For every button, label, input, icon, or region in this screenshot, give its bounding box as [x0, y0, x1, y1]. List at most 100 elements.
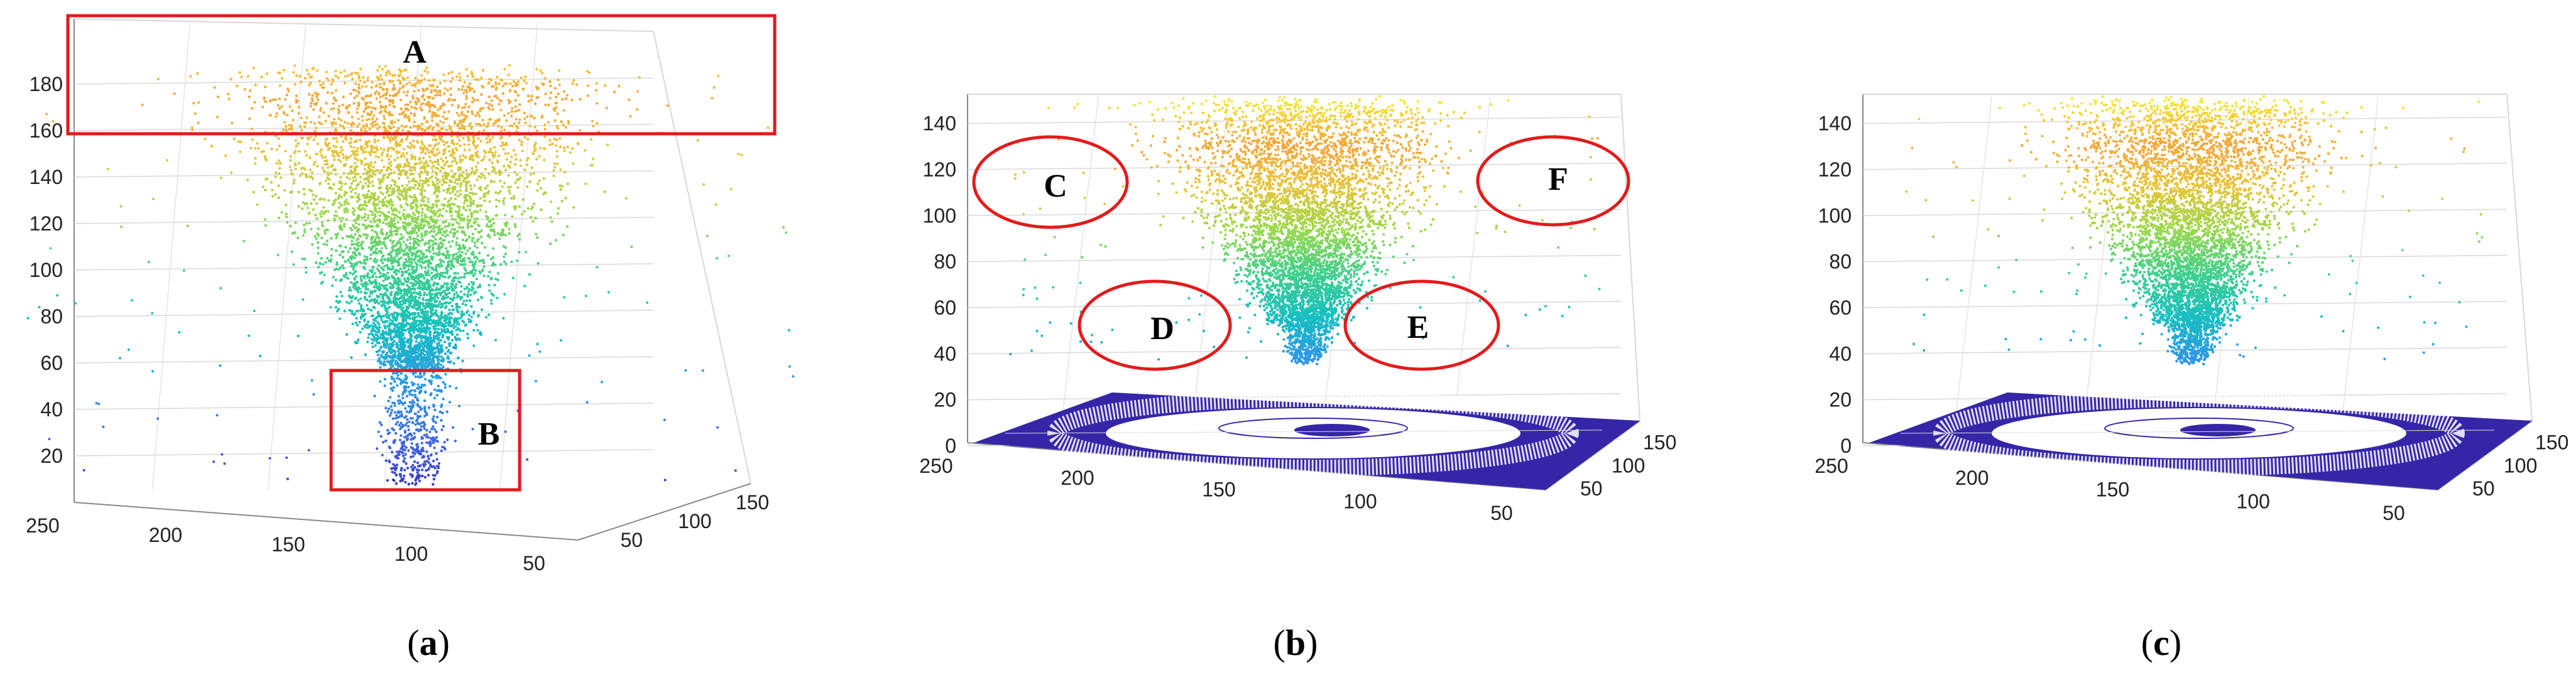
- scatter-point: [410, 144, 413, 147]
- scatter-point: [427, 457, 430, 460]
- scatter-point: [280, 105, 283, 108]
- scatter-point: [378, 100, 382, 104]
- scatter-point: [603, 84, 607, 87]
- scatter-point: [314, 235, 317, 238]
- scatter-point: [327, 173, 330, 176]
- scatter-point: [377, 430, 380, 433]
- scatter-point: [442, 121, 445, 124]
- scatter-point: [455, 387, 458, 390]
- scatter-point: [503, 214, 507, 217]
- scatter-point: [298, 174, 302, 177]
- scatter-point: [323, 170, 327, 173]
- scatter-point: [433, 446, 436, 450]
- scatter-point: [440, 157, 443, 160]
- scatter-point: [286, 87, 289, 90]
- scatter-point: [476, 239, 479, 243]
- scatter-point: [513, 208, 517, 211]
- scatter-point: [301, 207, 304, 210]
- scatter-point: [309, 121, 312, 124]
- scatter-point: [472, 200, 475, 203]
- z-grid-line: [74, 356, 654, 364]
- z-grid-line: [74, 310, 654, 317]
- z-grid-line: [74, 77, 654, 85]
- scatter-point: [629, 115, 632, 118]
- scatter-point: [403, 221, 407, 225]
- z-grid-line: [74, 449, 654, 457]
- scatter-point: [474, 78, 477, 81]
- scatter-point: [390, 411, 393, 414]
- scatter-point: [351, 240, 354, 243]
- scatter-point: [507, 73, 510, 77]
- scatter-point: [379, 300, 383, 303]
- scatter-point: [331, 124, 334, 127]
- scatter-point: [378, 65, 381, 68]
- scatter-point: [341, 149, 344, 152]
- scatter-point: [369, 101, 373, 104]
- scatter-point: [421, 308, 424, 311]
- scatter-point: [320, 215, 323, 218]
- scatter-point: [325, 70, 328, 73]
- scatter-point: [564, 170, 567, 173]
- scatter-point: [417, 410, 420, 413]
- scatter-point: [444, 235, 447, 238]
- scatter-point: [512, 149, 516, 152]
- scatter-point: [438, 151, 441, 154]
- scatter-point: [359, 176, 362, 179]
- scatter-point: [380, 247, 383, 250]
- scatter-point: [488, 173, 491, 176]
- scatter-point: [393, 401, 396, 404]
- scatter-point: [514, 153, 517, 156]
- scatter-point: [391, 265, 395, 268]
- scatter-point: [420, 266, 423, 269]
- scatter-point: [274, 193, 277, 196]
- scatter-point: [387, 399, 390, 403]
- scatter-point: [354, 192, 357, 195]
- scatter-point: [489, 299, 493, 302]
- scatter-point: [378, 283, 381, 286]
- scatter-point: [420, 339, 423, 342]
- scatter-point: [415, 237, 418, 241]
- scatter-point: [428, 159, 432, 163]
- scatter-point: [391, 401, 395, 404]
- scatter-point: [330, 107, 333, 111]
- scatter-point: [528, 124, 532, 127]
- scatter-point: [594, 89, 598, 92]
- scatter-point: [421, 208, 424, 211]
- scatter-point: [280, 77, 283, 80]
- x-tick-label: 250: [26, 514, 59, 537]
- scatter-point: [412, 455, 415, 458]
- scatter-point: [437, 109, 440, 112]
- scatter-point: [363, 172, 366, 175]
- scatter-point: [457, 243, 461, 246]
- scatter-point: [347, 202, 350, 205]
- scatter-point: [405, 421, 408, 424]
- scatter-point: [334, 192, 337, 195]
- scatter-point: [465, 169, 468, 172]
- scatter-point: [422, 179, 425, 182]
- scatter-point: [293, 83, 297, 86]
- scatter-point: [370, 324, 373, 327]
- scatter-point: [435, 179, 439, 182]
- scatter-point: [424, 463, 427, 466]
- scatter-point: [396, 374, 400, 377]
- scatter-point: [334, 210, 337, 214]
- scatter-point: [356, 247, 359, 251]
- scatter-point: [300, 129, 303, 132]
- scatter-point: [320, 148, 323, 151]
- scatter-point: [324, 159, 327, 163]
- y-tick-label: 150: [736, 491, 769, 514]
- scatter-point: [380, 159, 384, 162]
- z-tick-label: 120: [30, 212, 63, 235]
- scatter-point: [396, 221, 400, 224]
- scatter-point: [404, 407, 407, 410]
- scatter-point: [457, 104, 460, 107]
- scatter-point: [370, 329, 373, 332]
- scatter-point: [450, 169, 454, 172]
- scatter-point: [330, 83, 333, 86]
- scatter-point: [450, 305, 454, 308]
- scatter-point: [485, 102, 488, 105]
- scatter-point: [459, 290, 462, 293]
- scatter-point: [467, 136, 471, 139]
- scatter-point: [405, 414, 408, 418]
- scatter-point: [393, 411, 396, 414]
